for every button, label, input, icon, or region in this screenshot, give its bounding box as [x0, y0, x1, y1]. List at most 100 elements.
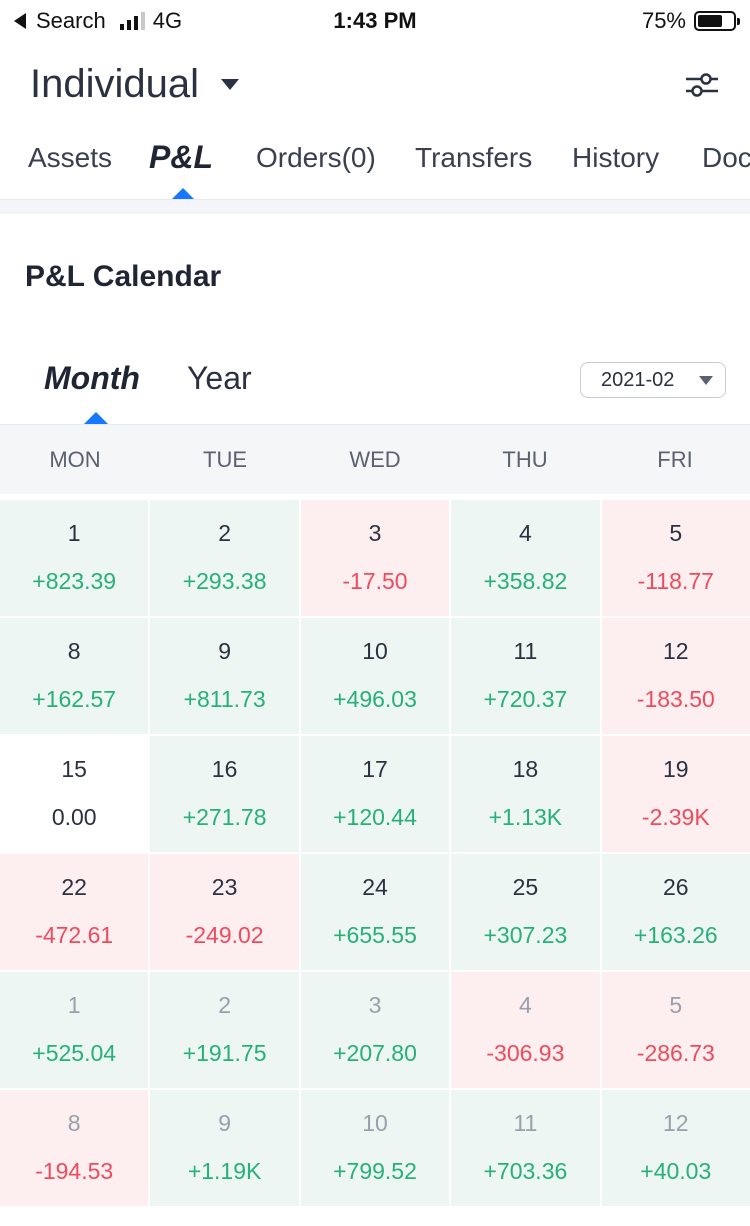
weekday-mon: MON — [49, 447, 101, 472]
calendar-day-pnl: +703.36 — [483, 1158, 568, 1184]
weekday-fri: FRI — [657, 447, 693, 472]
weekday-thu: THU — [502, 447, 548, 472]
calendar-day-cell[interactable]: 11 +703.36 — [451, 1090, 600, 1206]
back-arrow-icon[interactable] — [14, 13, 26, 29]
calendar-day-number: 26 — [662, 874, 689, 900]
calendar-day-pnl: +40.03 — [640, 1158, 712, 1184]
month-select-value[interactable]: 2021-02 — [601, 368, 675, 391]
calendar-day-pnl: +293.38 — [182, 568, 267, 594]
calendar-day-cell[interactable]: 4 +358.82 — [451, 500, 600, 616]
battery-icon — [694, 11, 740, 31]
calendar-day-cell[interactable]: 3 +207.80 — [300, 972, 450, 1088]
calendar-day-cell[interactable]: 26 +163.26 — [601, 854, 750, 970]
dropdown-caret-icon[interactable] — [699, 376, 713, 385]
calendar-day-pnl: +1.19K — [187, 1158, 262, 1184]
signal-icon — [119, 12, 145, 30]
calendar-day-cell[interactable]: 24 +655.55 — [300, 854, 450, 970]
calendar-day-pnl: +823.39 — [32, 568, 117, 594]
calendar-day-number: 11 — [513, 638, 538, 664]
period-indicator — [84, 412, 108, 424]
calendar-day-cell[interactable]: 5 -118.77 — [601, 500, 750, 616]
calendar-day-cell[interactable]: 2 +293.38 — [150, 500, 299, 616]
calendar-day-pnl: -286.73 — [636, 1040, 715, 1066]
calendar-day-number: 2 — [218, 520, 231, 546]
calendar-day-pnl: -249.02 — [185, 922, 264, 948]
tab-assets[interactable]: Assets — [28, 142, 113, 173]
calendar-day-pnl: +162.57 — [32, 686, 117, 712]
network-type: 4G — [152, 8, 183, 33]
calendar-day-pnl: +799.52 — [333, 1158, 417, 1184]
calendar-day-cell[interactable]: 18 +1.13K — [451, 736, 600, 852]
calendar-day-number: 9 — [218, 1110, 231, 1136]
calendar-day-cell[interactable]: 9 +1.19K — [150, 1090, 299, 1206]
weekday-wed: WED — [349, 447, 401, 472]
calendar-day-cell[interactable]: 8 -194.53 — [0, 1090, 149, 1206]
tab-orders[interactable]: Orders(0) — [256, 142, 376, 173]
calendar-day-cell[interactable]: 1 +525.04 — [0, 972, 149, 1088]
calendar-day-pnl: -472.61 — [35, 922, 114, 948]
status-left[interactable]: Search 4G — [14, 8, 182, 34]
calendar-day-cell[interactable]: 11 +720.37 — [451, 618, 600, 734]
calendar-day-number: 23 — [211, 874, 238, 900]
calendar-day-number: 8 — [67, 1110, 81, 1136]
calendar-day-cell[interactable]: 5 -286.73 — [601, 972, 750, 1088]
calendar-day-pnl: +191.75 — [182, 1040, 267, 1066]
calendar-day-cell[interactable]: 10 +496.03 — [300, 618, 450, 734]
calendar-day-number: 4 — [518, 520, 532, 546]
tab-transfers[interactable]: Transfers — [415, 142, 533, 173]
calendar-day-pnl: +655.55 — [333, 922, 417, 948]
calendar-day-cell[interactable]: 12 +40.03 — [601, 1090, 750, 1206]
calendar-day-number: 24 — [362, 874, 388, 900]
calendar-day-cell[interactable]: 25 +307.23 — [451, 854, 600, 970]
calendar-day-number: 3 — [368, 520, 382, 546]
calendar-day-number: 25 — [512, 874, 539, 900]
month-select[interactable]: 2021-02 — [580, 362, 726, 398]
calendar-day-pnl: +271.78 — [182, 804, 267, 830]
calendar-day-pnl: +720.37 — [483, 686, 568, 712]
calendar-day-number: 19 — [662, 756, 689, 782]
calendar-day-pnl: -17.50 — [342, 568, 408, 594]
calendar-day-cell[interactable]: 10 +799.52 — [300, 1090, 450, 1206]
period-tab-month[interactable]: Month — [44, 360, 140, 396]
filter-settings-icon[interactable] — [684, 70, 720, 100]
calendar-day-number: 18 — [512, 756, 539, 782]
calendar-day-cell[interactable]: 23 -249.02 — [150, 854, 299, 970]
calendar-day-cell[interactable]: 16 +271.78 — [150, 736, 299, 852]
tab-pnl[interactable]: P&L — [149, 139, 213, 175]
back-label[interactable]: Search — [36, 8, 106, 33]
calendar-day-pnl: -118.77 — [637, 568, 714, 594]
tab-documents[interactable]: Doc — [702, 142, 750, 173]
calendar-day-number: 4 — [518, 992, 532, 1018]
calendar-day-cell[interactable]: 12 -183.50 — [601, 618, 750, 734]
calendar-day-pnl: +207.80 — [333, 1040, 417, 1066]
calendar-day-number: 11 — [513, 1110, 538, 1136]
calendar-day-cell[interactable]: 4 -306.93 — [451, 972, 600, 1088]
calendar-day-pnl: -183.50 — [636, 686, 715, 712]
calendar-day-pnl: +307.23 — [483, 922, 568, 948]
calendar-day-number: 5 — [669, 520, 683, 546]
calendar-day-cell[interactable]: 22 -472.61 — [0, 854, 149, 970]
calendar-day-pnl: +120.44 — [333, 804, 417, 830]
caret-down-icon[interactable] — [221, 79, 240, 90]
calendar-day-number: 1 — [67, 520, 81, 546]
calendar-day-number: 12 — [662, 638, 689, 664]
calendar-day-cell[interactable]: 15 0.00 — [0, 736, 149, 852]
tab-history[interactable]: History — [572, 142, 660, 173]
calendar-day-cell[interactable]: 8 +162.57 — [0, 618, 149, 734]
calendar-day-number: 5 — [669, 992, 683, 1018]
calendar-day-number: 1 — [67, 992, 81, 1018]
account-name[interactable]: Individual — [30, 62, 200, 106]
calendar-day-cell[interactable]: 17 +120.44 — [300, 736, 450, 852]
weekday-tue: TUE — [203, 447, 247, 472]
calendar-day-cell[interactable]: 19 -2.39K — [601, 736, 750, 852]
period-tab-year[interactable]: Year — [187, 360, 252, 396]
calendar-day-cell[interactable]: 3 -17.50 — [300, 500, 450, 616]
calendar-day-pnl: +1.13K — [488, 804, 563, 830]
period-toggle: Month Year 2021-02 — [0, 358, 750, 424]
calendar-day-pnl: +525.04 — [32, 1040, 117, 1066]
account-selector[interactable]: Individual — [30, 62, 240, 107]
calendar-day-number: 3 — [368, 992, 382, 1018]
calendar-day-cell[interactable]: 9 +811.73 — [150, 618, 299, 734]
calendar-day-cell[interactable]: 1 +823.39 — [0, 500, 149, 616]
calendar-day-cell[interactable]: 2 +191.75 — [150, 972, 299, 1088]
